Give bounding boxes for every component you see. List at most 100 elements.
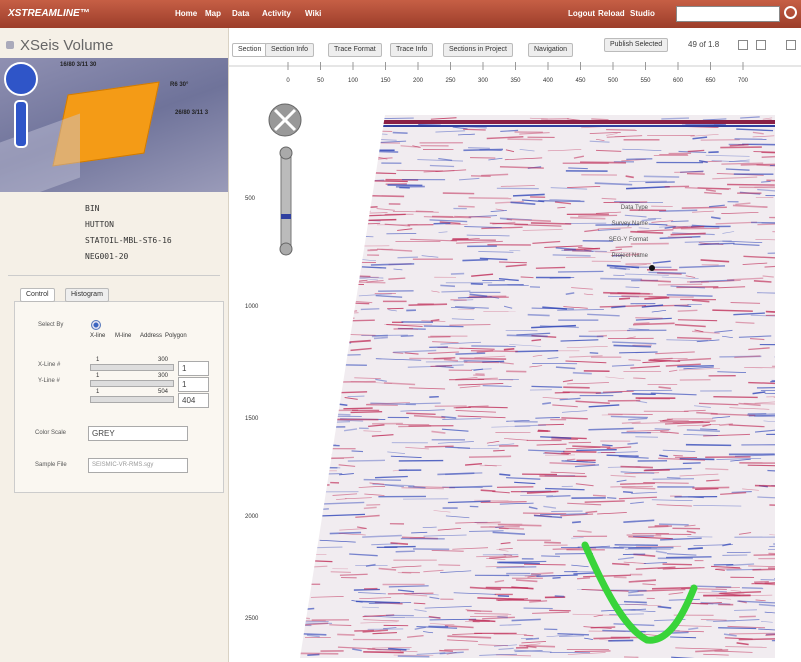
nav-link[interactable]: Data xyxy=(232,9,249,18)
reflector xyxy=(686,445,731,446)
viewer-tab[interactable]: Section Info xyxy=(265,43,314,57)
reflector xyxy=(713,397,757,398)
map-pan[interactable] xyxy=(4,62,38,96)
reflector xyxy=(305,405,320,406)
reflector xyxy=(334,341,351,343)
reflector xyxy=(306,310,331,311)
reflector xyxy=(777,369,801,370)
reflector xyxy=(561,418,587,419)
reflector xyxy=(469,456,511,457)
viewer-tab[interactable]: Trace Info xyxy=(390,43,433,57)
radio-option[interactable]: Polygon xyxy=(165,333,187,339)
slider-min: 1 xyxy=(96,357,99,363)
reflector xyxy=(626,159,652,160)
reflector xyxy=(441,291,470,292)
reflector xyxy=(311,163,333,164)
reflector xyxy=(398,573,411,574)
reflector xyxy=(339,181,358,182)
reflector xyxy=(620,483,655,484)
reflector xyxy=(314,474,342,475)
reflector xyxy=(628,360,640,361)
nav-link[interactable]: Wiki xyxy=(305,9,321,18)
reflector xyxy=(463,129,486,130)
x-tick-label: 350 xyxy=(510,78,521,84)
reflector xyxy=(294,272,325,273)
reflector xyxy=(753,152,777,153)
radio[interactable] xyxy=(91,320,101,330)
reflector xyxy=(451,274,464,275)
reflector xyxy=(761,152,794,153)
reflector xyxy=(515,351,558,352)
toolbar-icon[interactable] xyxy=(756,40,766,50)
search-icon[interactable] xyxy=(784,6,797,19)
reflector xyxy=(593,495,606,496)
reflector xyxy=(499,474,510,475)
reflector xyxy=(325,137,337,138)
map-label: 26/80 3/11 3 xyxy=(175,110,208,116)
reflector xyxy=(777,468,801,469)
reflector xyxy=(439,651,453,652)
header-action[interactable]: Logout xyxy=(568,9,595,18)
radio-option[interactable]: X-line xyxy=(90,333,105,339)
reflector xyxy=(659,524,689,525)
radio-option[interactable]: M-line xyxy=(115,333,131,339)
x-tick-label: 550 xyxy=(640,78,651,84)
toolbar-icon[interactable] xyxy=(786,40,796,50)
reflector xyxy=(348,180,359,182)
toolbar-icon[interactable] xyxy=(738,40,748,50)
slider-value[interactable]: 1 xyxy=(178,361,209,376)
reflector xyxy=(706,480,719,481)
reflector xyxy=(296,145,318,146)
reflector xyxy=(346,282,385,283)
reflector xyxy=(573,373,592,374)
header-action[interactable]: Reload xyxy=(598,9,625,18)
reflector xyxy=(771,484,801,485)
panel-tab[interactable]: Control xyxy=(20,288,55,302)
search-input[interactable] xyxy=(676,6,780,22)
reflector xyxy=(325,214,338,215)
reflector xyxy=(572,522,581,523)
reflector xyxy=(360,181,408,182)
reflector xyxy=(303,518,317,519)
reflector xyxy=(414,603,425,604)
sample-file-select[interactable]: SEISMIC-VR-RMS.sgy xyxy=(88,458,188,473)
reflector xyxy=(481,502,527,503)
reflector xyxy=(360,211,370,212)
radio-option[interactable]: Address xyxy=(140,333,162,339)
viewer-tab[interactable]: Section xyxy=(232,43,267,57)
slider-track[interactable] xyxy=(90,396,174,403)
nav-link[interactable]: Activity xyxy=(262,9,291,18)
reflector xyxy=(308,183,356,184)
reflector xyxy=(623,492,633,493)
map-zoom[interactable] xyxy=(14,100,28,148)
reflector xyxy=(779,513,801,514)
header-action[interactable]: Studio xyxy=(630,9,655,18)
color-scale-select[interactable]: GREY xyxy=(88,426,188,441)
reflector xyxy=(578,215,617,216)
zoom-bar xyxy=(281,148,291,252)
reflector xyxy=(678,310,698,311)
viewer-tab[interactable]: Trace Format xyxy=(328,43,382,57)
slider-value[interactable]: 1 xyxy=(178,377,209,392)
reflector xyxy=(507,335,548,336)
reflector xyxy=(644,176,679,177)
reflector xyxy=(371,264,414,265)
nav-link[interactable]: Map xyxy=(205,9,221,18)
reflector xyxy=(311,148,323,149)
panel-tab[interactable]: Histogram xyxy=(65,288,109,302)
reflector xyxy=(365,220,397,221)
nav-link[interactable]: Home xyxy=(175,9,197,18)
viewer-tab[interactable]: Sections in Project xyxy=(443,43,513,57)
publish-button[interactable]: Publish Selected xyxy=(604,38,668,52)
reflector xyxy=(493,450,505,451)
reflector xyxy=(633,378,645,379)
reflector xyxy=(498,525,542,526)
reflector xyxy=(772,381,801,383)
slider-track[interactable] xyxy=(90,364,174,371)
reflector xyxy=(497,487,533,488)
reflector xyxy=(388,593,434,594)
slider-label: Y-Line # xyxy=(38,378,60,384)
viewer-tab[interactable]: Navigation xyxy=(528,43,573,57)
slider-track[interactable] xyxy=(90,380,174,387)
slider-value[interactable]: 404 xyxy=(178,393,209,408)
